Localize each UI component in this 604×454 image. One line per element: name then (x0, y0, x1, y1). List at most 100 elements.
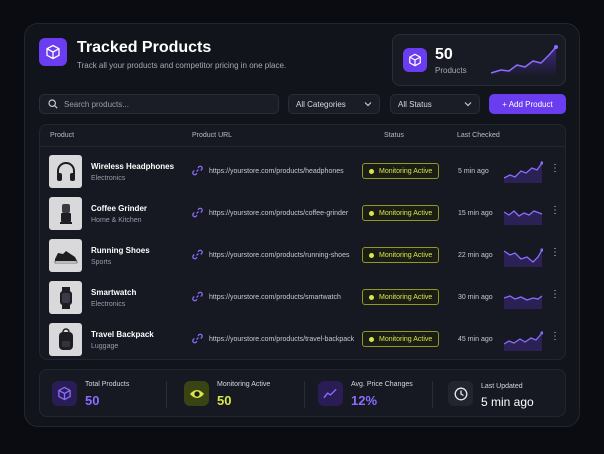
product-category: Sports (91, 259, 112, 266)
product-name[interactable]: Running Shoes (91, 246, 150, 255)
table-header: Product Product URL Status Last Checked (40, 125, 565, 147)
page-title: Tracked Products (77, 39, 212, 56)
chevron-down-icon (464, 102, 472, 107)
row-actions-menu-icon[interactable]: ⋮ (550, 205, 560, 216)
shoe-icon (49, 239, 82, 272)
table-row[interactable]: Smartwatch Electronics https://yourstore… (40, 276, 565, 318)
smartwatch-icon (49, 281, 82, 314)
cube-icon (403, 48, 427, 72)
status-dot (369, 252, 374, 258)
product-category: Luggage (91, 343, 119, 350)
add-product-button[interactable]: + Add Product (489, 94, 566, 114)
summary-value: 12% (351, 393, 378, 408)
link-icon (192, 207, 203, 218)
divider (166, 381, 167, 408)
status-badge: Monitoring Active (362, 205, 440, 221)
status-dot (369, 294, 374, 300)
link-icon (192, 249, 203, 260)
status-dot (369, 336, 374, 342)
price-trend-sparkline (503, 331, 543, 351)
tracked-products-window: Tracked Products Track all your products… (24, 23, 580, 427)
price-trend-sparkline (503, 248, 543, 267)
search-box[interactable] (39, 94, 279, 114)
products-count-label: Products (435, 66, 467, 75)
product-category: Home & Kitchen (91, 217, 142, 224)
product-url[interactable]: https://yourstore.com/products/headphone… (209, 168, 344, 175)
last-checked: 22 min ago (458, 252, 493, 259)
products-trend-sparkline (490, 45, 558, 77)
link-icon (192, 165, 203, 176)
summary-label: Last Updated (481, 383, 523, 390)
status-text: Monitoring Active (379, 251, 433, 259)
price-trend-sparkline (503, 210, 543, 225)
summary-label: Monitoring Active (217, 381, 271, 388)
product-url[interactable]: https://yourstore.com/products/smartwatc… (209, 294, 341, 301)
column-header-last-checked[interactable]: Last Checked (457, 132, 500, 139)
table-row[interactable]: Travel Backpack Luggage https://yourstor… (40, 318, 565, 360)
status-badge: Monitoring Active (362, 163, 440, 179)
search-input[interactable] (64, 99, 264, 109)
backpack-icon (49, 323, 82, 356)
summary-value: 5 min ago (481, 395, 534, 409)
status-badge: Monitoring Active (362, 247, 440, 263)
column-header-product[interactable]: Product (50, 132, 75, 139)
cube-logo-icon (39, 38, 67, 66)
row-actions-menu-icon[interactable]: ⋮ (550, 163, 560, 174)
status-text: Monitoring Active (379, 209, 433, 217)
last-checked: 45 min ago (458, 336, 493, 343)
product-name[interactable]: Smartwatch (91, 288, 137, 297)
status-filter-select[interactable]: All Status (390, 94, 480, 114)
status-dot (369, 168, 374, 174)
price-trend-sparkline (503, 161, 543, 183)
search-icon (48, 99, 58, 109)
status-badge: Monitoring Active (362, 289, 440, 305)
summary-label: Avg. Price Changes (351, 381, 413, 388)
status-filter-value: All Status (398, 99, 432, 109)
table-row[interactable]: Coffee Grinder Home & Kitchen https://yo… (40, 192, 565, 234)
status-dot (369, 210, 374, 216)
price-trend-sparkline (503, 295, 543, 309)
status-text: Monitoring Active (379, 293, 433, 301)
status-text: Monitoring Active (379, 167, 433, 175)
category-filter-select[interactable]: All Categories (288, 94, 380, 114)
product-url[interactable]: https://yourstore.com/products/coffee-gr… (209, 210, 349, 217)
table-row[interactable]: Running Shoes Sports https://yourstore.c… (40, 234, 565, 276)
coffee-grinder-icon (49, 197, 82, 230)
status-text: Monitoring Active (379, 335, 433, 343)
row-actions-menu-icon[interactable]: ⋮ (550, 289, 560, 300)
link-icon (192, 291, 203, 302)
page-subtitle: Track all your products and competitor p… (77, 61, 287, 70)
product-category: Electronics (91, 301, 126, 308)
link-icon (192, 333, 203, 344)
cube-icon (52, 381, 77, 406)
column-header-status[interactable]: Status (384, 132, 404, 139)
last-checked: 15 min ago (458, 210, 493, 217)
last-checked: 5 min ago (458, 168, 489, 175)
category-filter-value: All Categories (296, 99, 346, 109)
product-category: Electronics (91, 175, 126, 182)
last-checked: 30 min ago (458, 294, 493, 301)
headphones-icon (49, 155, 82, 188)
table-row[interactable]: Wireless Headphones Electronics https://… (40, 150, 565, 192)
summary-bar: Total Products 50 Monitoring Active 50 A… (39, 369, 566, 417)
summary-value: 50 (217, 393, 232, 408)
row-actions-menu-icon[interactable]: ⋮ (550, 331, 560, 342)
clock-icon (448, 381, 473, 406)
eye-icon (184, 381, 209, 406)
products-stat-card: 50 Products (392, 34, 566, 86)
column-header-url[interactable]: Product URL (192, 132, 233, 139)
divider (432, 381, 433, 408)
trend-line-icon (318, 381, 343, 406)
chevron-down-icon (364, 102, 372, 107)
products-count: 50 (435, 46, 453, 63)
summary-label: Total Products (85, 381, 130, 388)
product-name[interactable]: Travel Backpack (91, 330, 154, 339)
product-url[interactable]: https://yourstore.com/products/travel-ba… (209, 336, 355, 343)
product-name[interactable]: Coffee Grinder (91, 204, 148, 213)
summary-value: 50 (85, 393, 100, 408)
row-actions-menu-icon[interactable]: ⋮ (550, 247, 560, 258)
products-table: Product Product URL Status Last Checked … (39, 124, 566, 360)
status-badge: Monitoring Active (362, 331, 440, 347)
product-url[interactable]: https://yourstore.com/products/running-s… (209, 252, 350, 259)
product-name[interactable]: Wireless Headphones (91, 162, 175, 171)
